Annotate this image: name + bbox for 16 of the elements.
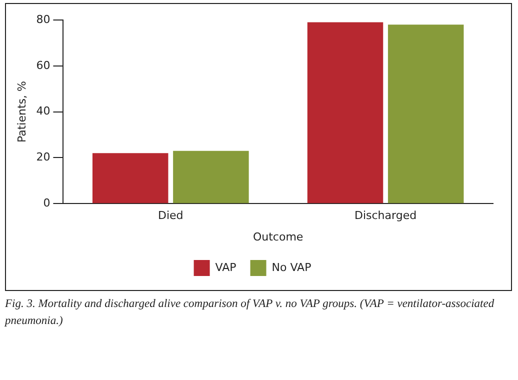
bar [92, 153, 168, 204]
y-tick-label: 60 [36, 58, 50, 72]
bar [173, 150, 249, 204]
bar [307, 22, 384, 204]
legend-label: VAP [215, 260, 237, 274]
x-tick-label: Discharged [354, 209, 417, 222]
y-tick-label: 80 [36, 12, 50, 26]
x-axis-title: Outcome [252, 230, 304, 244]
y-axis-title: Patients, % [15, 81, 28, 143]
caption: Fig. 3. Mortality and discharged alive comparison of VAP v. no VAP groups. (VAP = ventilator-associated pneumonia.) [5, 297, 496, 329]
y-tick-label: 0 [43, 196, 50, 210]
legend-label: No VAP [272, 260, 312, 274]
x-tick-label: Died [158, 209, 184, 222]
y-tick-label: 20 [36, 150, 50, 164]
y-tick-label: 40 [36, 104, 50, 118]
bar [388, 24, 464, 204]
